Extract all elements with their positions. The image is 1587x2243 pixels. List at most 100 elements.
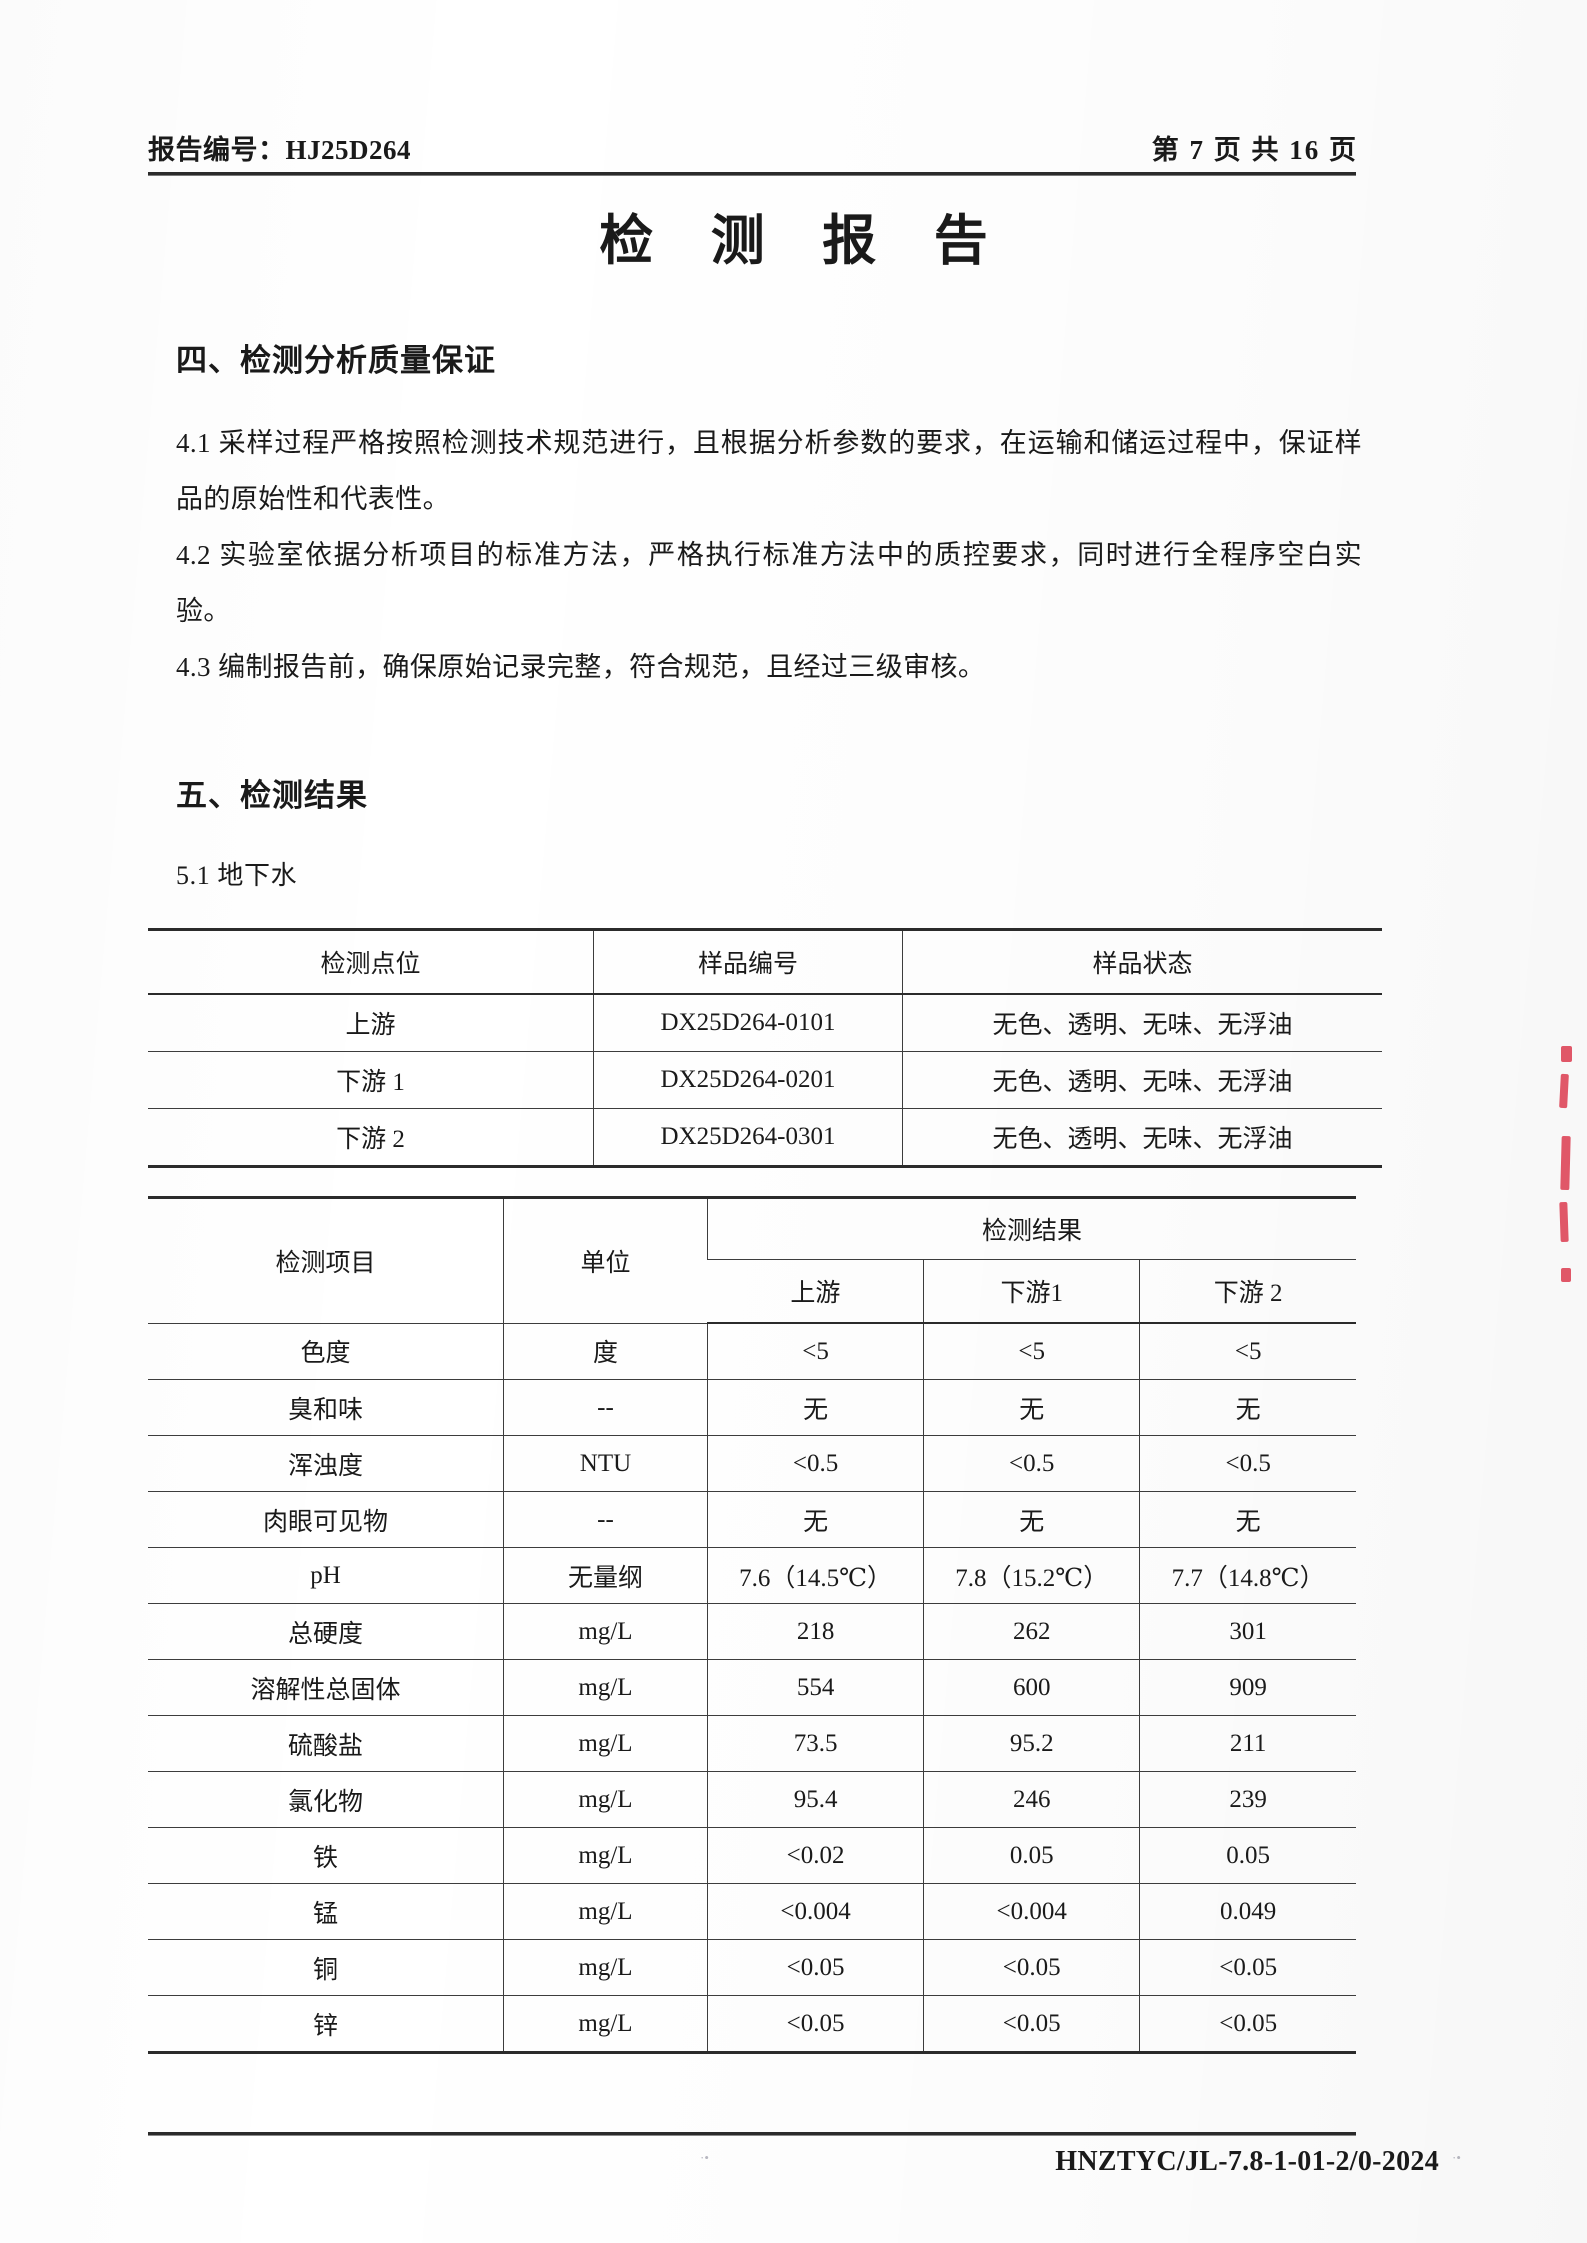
- cell-value-downstream-2: <5: [1139, 1322, 1356, 1380]
- cell-point: 上游: [148, 993, 594, 1052]
- cell-sample-state: 无色、透明、无味、无浮油: [902, 1108, 1382, 1167]
- table-header-row-sub: 上游 下游1 下游 2: [148, 1259, 1356, 1324]
- cell-value-upstream: 无: [706, 1491, 924, 1548]
- cell-item: 氯化物: [148, 1771, 504, 1828]
- table-row: 锰 mg/L <0.004 <0.004 0.049: [148, 1883, 1356, 1940]
- section-heading-results: 五、检测结果: [176, 778, 368, 813]
- page-indicator: 第 7 页 共 16 页: [1151, 135, 1358, 165]
- paragraph-4-2: 4.2 实验室依据分析项目的标准方法，严格执行标准方法中的质控要求，同时进行全程…: [176, 540, 1362, 626]
- table-row: 铁 mg/L <0.02 0.05 0.05: [148, 1827, 1356, 1884]
- cell-value-downstream-1: <0.05: [923, 1939, 1140, 1996]
- cell-item: 溶解性总固体: [148, 1659, 504, 1716]
- cell-item: 硫酸盐: [148, 1715, 504, 1772]
- red-stamp-fragment-icon: [1559, 1201, 1569, 1243]
- cell-value-downstream-1: 7.8（15.2℃）: [923, 1547, 1140, 1604]
- subsection-heading-groundwater: 5.1 地下水: [176, 861, 298, 890]
- cell-value-downstream-1: 无: [923, 1379, 1140, 1436]
- red-stamp-fragment-icon: [1561, 1268, 1571, 1282]
- cell-sample-state: 无色、透明、无味、无浮油: [902, 1051, 1382, 1109]
- cell-value-downstream-2: 301: [1139, 1603, 1356, 1660]
- table-row: 总硬度 mg/L 218 262 301: [148, 1603, 1356, 1660]
- cell-value-upstream: 73.5: [706, 1715, 924, 1772]
- section-heading-quality-assurance: 四、检测分析质量保证: [176, 343, 496, 378]
- sample-info-table: 检测点位 样品编号 样品状态 上游 DX25D264-0101 无色、透明、无味…: [148, 928, 1382, 1168]
- cell-unit: --: [503, 1491, 708, 1548]
- col-header-sample-id: 样品编号: [593, 929, 903, 995]
- cell-sample-id: DX25D264-0301: [593, 1108, 903, 1167]
- table-row: 锌 mg/L <0.05 <0.05 <0.05: [148, 1995, 1356, 2053]
- cell-value-downstream-1: 246: [923, 1771, 1140, 1828]
- cell-unit: 无量纲: [503, 1547, 708, 1604]
- cell-value-upstream: 95.4: [706, 1771, 924, 1828]
- table-row: 氯化物 mg/L 95.4 246 239: [148, 1771, 1356, 1828]
- cell-item: 臭和味: [148, 1379, 504, 1436]
- cell-unit: mg/L: [503, 1603, 708, 1660]
- page-header: 报告编号：HJ25D264 第 7 页 共 16 页: [148, 128, 1358, 167]
- cell-sample-id: DX25D264-0101: [593, 993, 903, 1052]
- table-row: 硫酸盐 mg/L 73.5 95.2 211: [148, 1715, 1356, 1772]
- cell-value-upstream: <0.5: [706, 1435, 924, 1492]
- cell-value-downstream-1: <0.5: [923, 1435, 1140, 1492]
- cell-unit: mg/L: [503, 1883, 708, 1940]
- table-header-row-top: 检测项目 单位 检测结果: [148, 1197, 1356, 1324]
- cell-value-upstream: 无: [706, 1379, 924, 1436]
- table-row: 上游 DX25D264-0101 无色、透明、无味、无浮油: [148, 993, 1382, 1052]
- cell-value-downstream-1: 600: [923, 1659, 1140, 1716]
- col-header-results-group: 检测结果: [707, 1197, 1356, 1260]
- cell-unit: --: [503, 1379, 708, 1436]
- cell-unit: NTU: [503, 1435, 708, 1492]
- table-row: 肉眼可见物 -- 无 无 无: [148, 1491, 1356, 1548]
- col-header-downstream-1: 下游1: [923, 1259, 1140, 1324]
- cell-item: 浑浊度: [148, 1435, 504, 1492]
- cell-item: 总硬度: [148, 1603, 504, 1660]
- cell-value-downstream-1: 262: [923, 1603, 1140, 1660]
- cell-point: 下游 1: [148, 1051, 594, 1109]
- cell-value-upstream: <0.004: [706, 1883, 924, 1940]
- cell-item: 铜: [148, 1939, 504, 1996]
- page-title: 检 测 报 告: [599, 211, 1010, 271]
- paragraph-4-1: 4.1 采样过程严格按照检测技术规范进行，且根据分析参数的要求，在运输和储运过程…: [176, 428, 1362, 514]
- cell-value-upstream: 218: [706, 1603, 924, 1660]
- form-code: HNZTYC/JL-7.8-1-01-2/0-2024: [1055, 2146, 1439, 2177]
- cell-value-downstream-2: <0.5: [1139, 1435, 1356, 1492]
- cell-value-upstream: 554: [706, 1659, 924, 1716]
- table-row: 浑浊度 NTU <0.5 <0.5 <0.5: [148, 1435, 1356, 1492]
- cell-unit: mg/L: [503, 1659, 708, 1716]
- table-row: 下游 1 DX25D264-0201 无色、透明、无味、无浮油: [148, 1051, 1382, 1109]
- cell-unit: mg/L: [503, 1715, 708, 1772]
- cell-value-downstream-2: 7.7（14.8℃）: [1139, 1547, 1356, 1604]
- cell-item: 铁: [148, 1827, 504, 1884]
- table-row: pH 无量纲 7.6（14.5℃） 7.8（15.2℃） 7.7（14.8℃）: [148, 1547, 1356, 1604]
- header-divider: [148, 172, 1356, 176]
- cell-value-upstream: <0.02: [706, 1827, 924, 1884]
- cell-value-downstream-2: <0.05: [1139, 1995, 1356, 2053]
- col-header-item: 检测项目: [148, 1197, 504, 1324]
- cell-item: 锌: [148, 1995, 504, 2053]
- table-row: 溶解性总固体 mg/L 554 600 909: [148, 1659, 1356, 1716]
- cell-unit: mg/L: [503, 1771, 708, 1828]
- cell-value-downstream-2: 909: [1139, 1659, 1356, 1716]
- detection-results-table: 检测项目 单位 检测结果 上游 下游1 下游 2 色度 度 <5 <5 <5 臭…: [148, 1196, 1356, 2054]
- cell-unit: mg/L: [503, 1827, 708, 1884]
- cell-sample-id: DX25D264-0201: [593, 1051, 903, 1109]
- paragraph-4-3: 4.3 编制报告前，确保原始记录完整，符合规范，且经过三级审核。: [176, 652, 986, 682]
- red-stamp-fragment-icon: [1560, 1135, 1571, 1191]
- red-stamp-fragment-icon: [1559, 1073, 1569, 1109]
- cell-item: 色度: [148, 1322, 504, 1380]
- cell-value-upstream: 7.6（14.5℃）: [706, 1547, 924, 1604]
- col-header-sample-state: 样品状态: [902, 929, 1382, 995]
- cell-value-downstream-2: 无: [1139, 1491, 1356, 1548]
- table-row: 色度 度 <5 <5 <5: [148, 1322, 1356, 1380]
- table-row: 铜 mg/L <0.05 <0.05 <0.05: [148, 1939, 1356, 1996]
- scan-smudge: ·•: [700, 2150, 709, 2165]
- cell-value-downstream-2: 239: [1139, 1771, 1356, 1828]
- cell-value-downstream-2: <0.05: [1139, 1939, 1356, 1996]
- cell-unit: 度: [503, 1322, 708, 1380]
- cell-item: pH: [148, 1547, 504, 1604]
- col-header-downstream-2: 下游 2: [1139, 1259, 1356, 1324]
- cell-value-downstream-2: 0.05: [1139, 1827, 1356, 1884]
- cell-value-downstream-2: 0.049: [1139, 1883, 1356, 1940]
- cell-item: 锰: [148, 1883, 504, 1940]
- cell-item: 肉眼可见物: [148, 1491, 504, 1548]
- red-stamp-fragment-icon: [1561, 1046, 1572, 1062]
